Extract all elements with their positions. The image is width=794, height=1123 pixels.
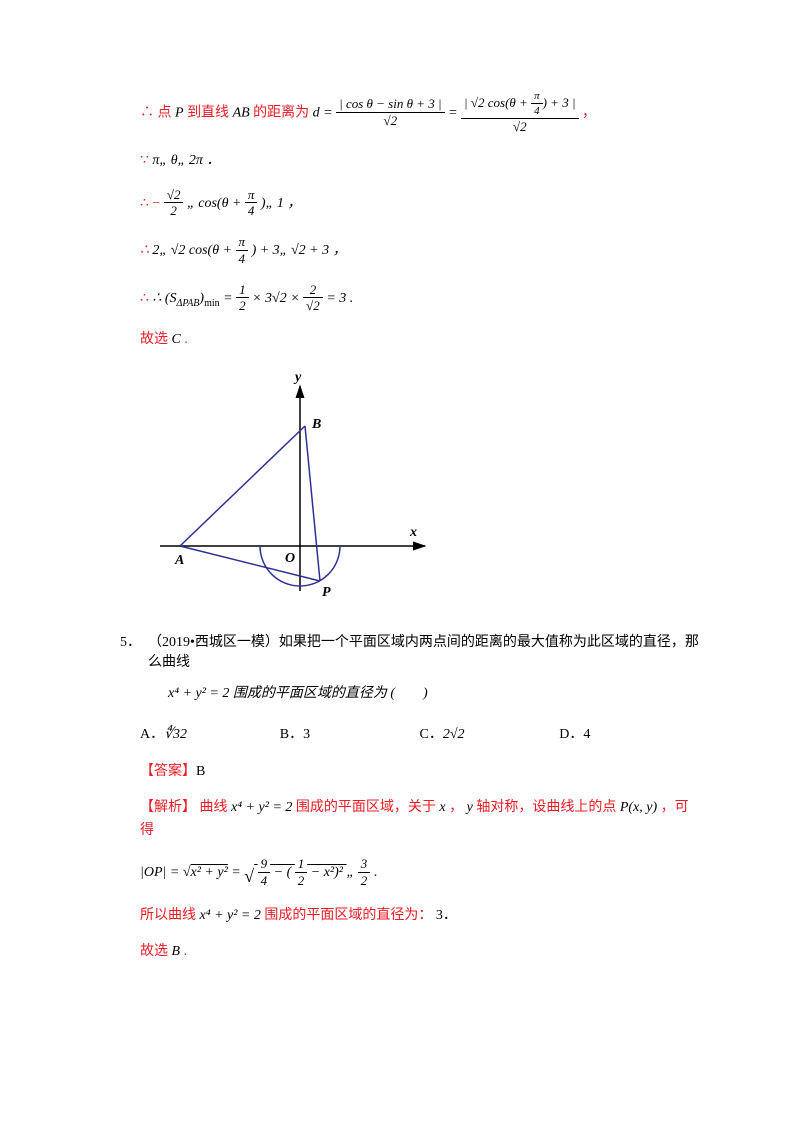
q5-options: A．∜32 B．3 C．2√2 D．4 (140, 723, 699, 743)
bound-line: ∴ 2„ √2 cos(θ + π 4 ) + 3„ √2 + 3 ， (140, 234, 699, 267)
cos-mid: „ cos(θ + (187, 196, 245, 211)
q5-number: 5． (120, 631, 148, 671)
range-body: π„ θ„ 2π ． (152, 153, 220, 168)
equals: = (448, 105, 461, 120)
question-5: 5． （2019•西城区一模）如果把一个平面区域内两点间的距离的最大值称为此区域… (120, 631, 699, 671)
text-point: 点 (158, 105, 176, 120)
frac-pi-4: π 4 (245, 187, 258, 220)
q5-conclusion-line: 所以曲线 x⁴ + y² = 2 围成的平面区域的直径为： 3． (140, 905, 699, 927)
therefore-symbol: ∴ (140, 105, 158, 120)
because-symbol: ∵ (140, 153, 152, 168)
op-under-sqrt: 94 − ( 12 − x²)² (254, 864, 346, 880)
q5-eq: x⁴ + y² = 2 围成的平面区域的直径为 ( ) (168, 686, 428, 701)
frac-sqrt2-2: √2 2 (164, 187, 184, 220)
answer-C: C (172, 332, 181, 347)
line-AP (180, 546, 320, 581)
page: ∴ 点 P 到直线 AB 的距离为 d = | cos θ − sin θ + … (0, 0, 794, 1028)
y-label: y (293, 370, 302, 385)
therefore-4: ∴ (140, 243, 152, 258)
coordinate-figure: y x A B O P (150, 366, 699, 611)
option-B: B．3 (280, 723, 420, 743)
frac-2-num: | √2 cos(θ + π4) + 3 | (461, 90, 578, 119)
cos-tail: )„ 1 ， (261, 196, 301, 211)
frac-2-den: √2 (461, 119, 578, 136)
A-label: A (174, 553, 184, 568)
answer-label: 【答案】 (140, 764, 196, 779)
guxuan: 故选 (140, 332, 172, 347)
S-open: ∴ (S (152, 291, 176, 306)
frac-1-den: √2 (336, 113, 444, 130)
comma: ， (582, 105, 596, 120)
q5-final-line: 故选 B . (140, 941, 699, 963)
q5-op-line: |OP| = √x² + y² = √ 94 − ( 12 − x²)² „ 3… (140, 856, 699, 891)
op-pre: |OP| = (140, 865, 183, 880)
option-C: C．2√2 (420, 723, 560, 743)
x-label: x (409, 525, 417, 540)
cos-range-line: ∴ − √2 2 „ cos(θ + π 4 )„ 1 ， (140, 187, 699, 220)
distance-formula-line: ∴ 点 P 到直线 AB 的距离为 d = | cos θ − sin θ + … (140, 90, 699, 136)
var-AB: AB (233, 105, 250, 120)
P-label: P (322, 585, 331, 600)
O-label: O (285, 551, 295, 566)
bound-tail: ) + 3„ √2 + 3 ， (252, 243, 347, 258)
B-label: B (311, 417, 321, 432)
analysis-label: 【解析】 (140, 800, 196, 815)
therefore-5: ∴ (140, 291, 152, 306)
frac-half: 1 2 (236, 282, 249, 315)
option-D: D．4 (559, 723, 699, 743)
figure-svg: y x A B O P (150, 366, 430, 606)
frac-1-num: | cos θ − sin θ + 3 | (336, 96, 444, 113)
op-sqrt1: √x² + y² (183, 865, 228, 880)
text-distance: 的距离为 (253, 105, 309, 120)
frac-2: | √2 cos(θ + π4) + 3 | √2 (461, 90, 578, 136)
answer-c-line: 故选 C . (140, 329, 699, 351)
range-line: ∵ π„ θ„ 2π ． (140, 150, 699, 172)
q5-source: （2019•西城区一模） (148, 635, 279, 650)
frac-1: | cos θ − sin θ + 3 | √2 (336, 96, 444, 129)
answer-value: B (196, 764, 205, 779)
line-BP (305, 426, 320, 581)
area-min-line: ∴ ∴ (SΔPAB)min = 1 2 × 3√2 × 2 √2 = 3 . (140, 282, 699, 315)
q5-answer-line: 【答案】B (140, 761, 699, 783)
q5-analysis-line1: 【解析】 曲线 x⁴ + y² = 2 围成的平面区域，关于 x ， y 轴对称… (140, 797, 699, 842)
var-P: P (175, 105, 184, 120)
line-AB (180, 426, 305, 546)
bound-pre: 2„ √2 cos(θ + (152, 243, 235, 258)
q5-equation-line: x⁴ + y² = 2 围成的平面区域的直径为 ( ) (168, 683, 699, 705)
q5-body: （2019•西城区一模）如果把一个平面区域内两点间的距离的最大值称为此区域的直径… (148, 631, 699, 671)
option-A: A．∜32 (140, 723, 280, 743)
text-to-line: 到直线 (187, 105, 233, 120)
d-equals: d = (313, 105, 336, 120)
frac-2-sqrt2: 2 √2 (303, 282, 323, 315)
therefore-3: ∴ − (140, 196, 164, 211)
frac-pi-4b: π 4 (236, 234, 249, 267)
